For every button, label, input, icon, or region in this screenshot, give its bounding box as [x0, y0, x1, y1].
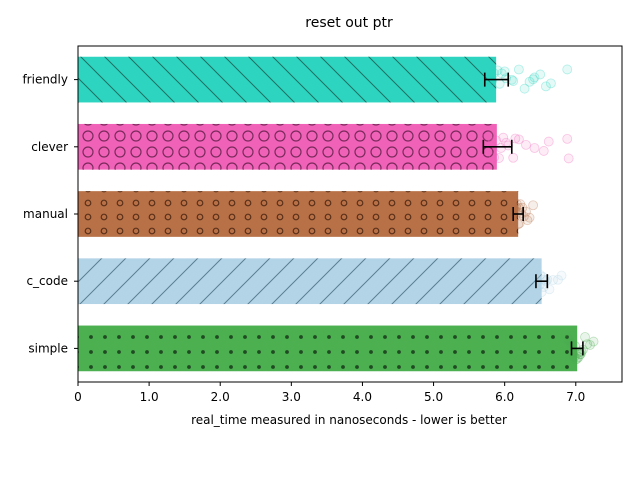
sample-point: [570, 354, 581, 365]
sample-point: [528, 200, 539, 211]
sample-point: [580, 332, 590, 342]
sample-point: [548, 275, 558, 285]
sample-point: [491, 135, 502, 146]
sample-point: [508, 152, 519, 163]
sample-point: [496, 143, 507, 153]
sample-point: [568, 349, 578, 360]
sample-point: [521, 139, 531, 150]
sample-point: [575, 349, 586, 359]
sample-point: [538, 282, 549, 292]
sample-point: [498, 132, 509, 143]
y-tick-label: c_code: [26, 274, 68, 288]
sample-point: [585, 340, 595, 350]
sample-point: [572, 353, 583, 364]
bars-layer: [78, 56, 578, 372]
bar-hatch-c_code: [78, 258, 542, 305]
sample-point: [513, 134, 524, 145]
sample-point: [529, 143, 540, 153]
error-bars-layer: [482, 72, 584, 356]
sample-point: [512, 207, 523, 218]
x-tick-label: 1.0: [140, 390, 159, 404]
sample-point: [519, 83, 530, 94]
x-tick-label: 3.0: [282, 390, 301, 404]
bar-hatch-simple: [78, 325, 578, 372]
sample-point: [573, 352, 584, 362]
bar-hatch-friendly: [78, 56, 497, 103]
sample-point: [511, 199, 522, 209]
sample-point: [541, 81, 551, 92]
chart-title: reset out ptr: [305, 15, 393, 31]
sample-point: [556, 270, 567, 281]
y-tick-label: simple: [28, 341, 68, 355]
x-axis: 0 1.0 2.0 3.0 4.0 5.0 6.0 7.0: [74, 382, 585, 404]
sample-point: [553, 274, 563, 285]
y-tick-label: manual: [23, 207, 68, 221]
sample-point: [492, 65, 503, 76]
sample-point: [501, 137, 511, 148]
sample-point: [484, 131, 494, 141]
bar-hatch-clever: [78, 123, 497, 170]
x-tick-label: 2.0: [211, 390, 230, 404]
sample-point: [543, 136, 554, 147]
sample-point: [536, 287, 547, 298]
sample-point: [485, 140, 496, 151]
sample-point: [513, 64, 524, 75]
sample-point: [496, 68, 507, 79]
y-tick-label: friendly: [22, 73, 68, 87]
x-tick-label: 4.0: [353, 390, 372, 404]
sample-point: [515, 199, 526, 210]
sample-point: [524, 212, 535, 223]
sample-point: [489, 68, 499, 79]
sample-point: [494, 78, 505, 89]
sample-point: [528, 74, 539, 85]
sample-point: [529, 72, 540, 83]
x-tick-label: 7.0: [566, 390, 585, 404]
sample-point: [510, 133, 521, 144]
sample-point: [529, 265, 540, 276]
x-axis-label: real_time measured in nanoseconds - lowe…: [191, 413, 507, 427]
sample-point: [562, 64, 573, 75]
x-tick-label: 5.0: [424, 390, 443, 404]
sample-point: [494, 153, 504, 163]
sample-point: [538, 146, 549, 156]
sample-point: [576, 346, 587, 357]
sample-point: [588, 336, 599, 347]
sample-point: [489, 152, 499, 163]
y-tick-label: clever: [31, 140, 68, 154]
bar-hatch-manual: [78, 191, 519, 237]
sample-point: [545, 78, 556, 89]
sample-point: [524, 76, 535, 87]
sample-point: [514, 218, 525, 229]
x-tick-label: 6.0: [495, 390, 514, 404]
sample-point: [535, 269, 546, 280]
sample-point: [503, 140, 514, 151]
sample-point: [506, 215, 517, 226]
sample-point: [499, 66, 510, 77]
sample-point: [479, 134, 490, 144]
x-tick-label: 0: [74, 390, 82, 404]
sample-point: [513, 219, 524, 230]
sample-point: [535, 69, 546, 80]
sample-point: [563, 153, 574, 164]
sample-point: [562, 133, 573, 144]
sample-point: [508, 76, 519, 86]
